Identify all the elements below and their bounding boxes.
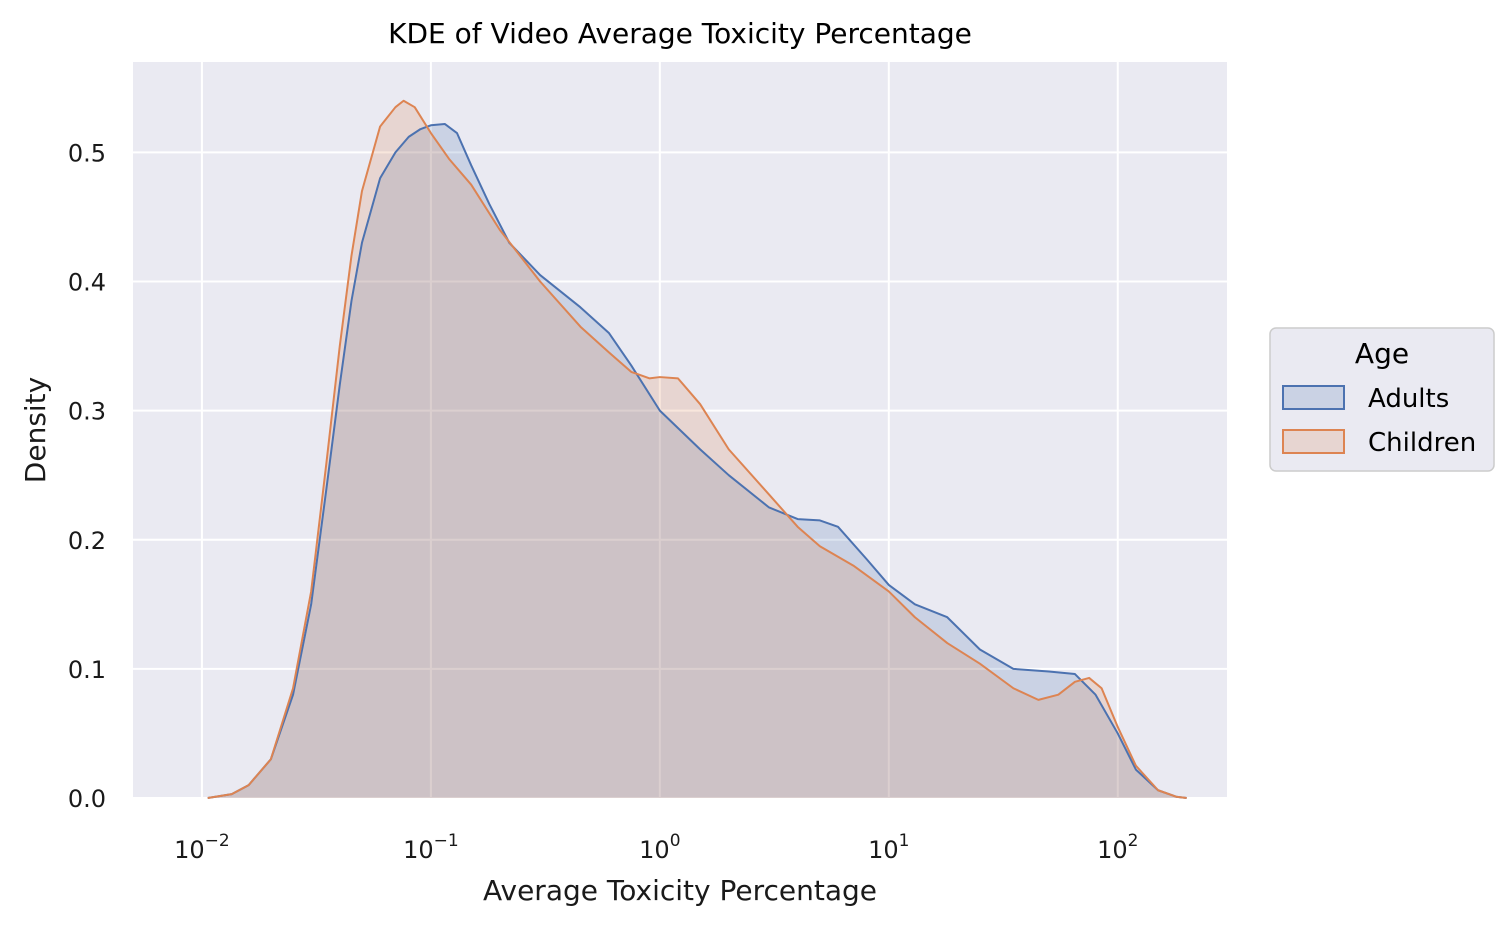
x-tick-labels: 10−2 10−1 100 101 102 bbox=[174, 831, 1138, 864]
legend-box bbox=[1269, 327, 1495, 472]
x-tick-label: 100 bbox=[639, 831, 680, 864]
area-children bbox=[207, 100, 1187, 799]
y-tick-label: 0.5 bbox=[68, 139, 106, 167]
y-tick-label: 0.2 bbox=[68, 527, 106, 555]
legend: Age Adults Children bbox=[1269, 327, 1495, 472]
x-axis-label: Average Toxicity Percentage bbox=[483, 874, 877, 907]
legend-title: Age bbox=[1355, 337, 1409, 370]
legend-swatch-adults bbox=[1282, 385, 1345, 410]
line-children bbox=[207, 99, 1187, 799]
x-tick-label: 10−1 bbox=[403, 831, 459, 864]
area-adults bbox=[207, 123, 1187, 799]
x-tick-label: 10−2 bbox=[174, 831, 230, 864]
density-areas bbox=[207, 99, 1187, 799]
y-tick-label: 0.1 bbox=[68, 656, 106, 684]
y-axis-label: Density bbox=[19, 377, 52, 483]
y-tick-labels: 0.0 0.1 0.2 0.3 0.4 0.5 bbox=[68, 139, 106, 813]
y-tick-label: 0.3 bbox=[68, 398, 106, 426]
chart-title: KDE of Video Average Toxicity Percentage bbox=[388, 17, 972, 50]
legend-label-adults: Adults bbox=[1368, 384, 1449, 414]
y-tick-label: 0.4 bbox=[68, 269, 106, 297]
y-tick-label: 0.0 bbox=[68, 785, 106, 813]
grid-lines bbox=[133, 62, 1227, 799]
legend-label-children: Children bbox=[1368, 428, 1476, 458]
legend-swatch-children bbox=[1282, 429, 1345, 454]
x-tick-label: 102 bbox=[1097, 831, 1138, 864]
x-tick-label: 101 bbox=[868, 831, 909, 864]
line-adults bbox=[207, 122, 1187, 799]
